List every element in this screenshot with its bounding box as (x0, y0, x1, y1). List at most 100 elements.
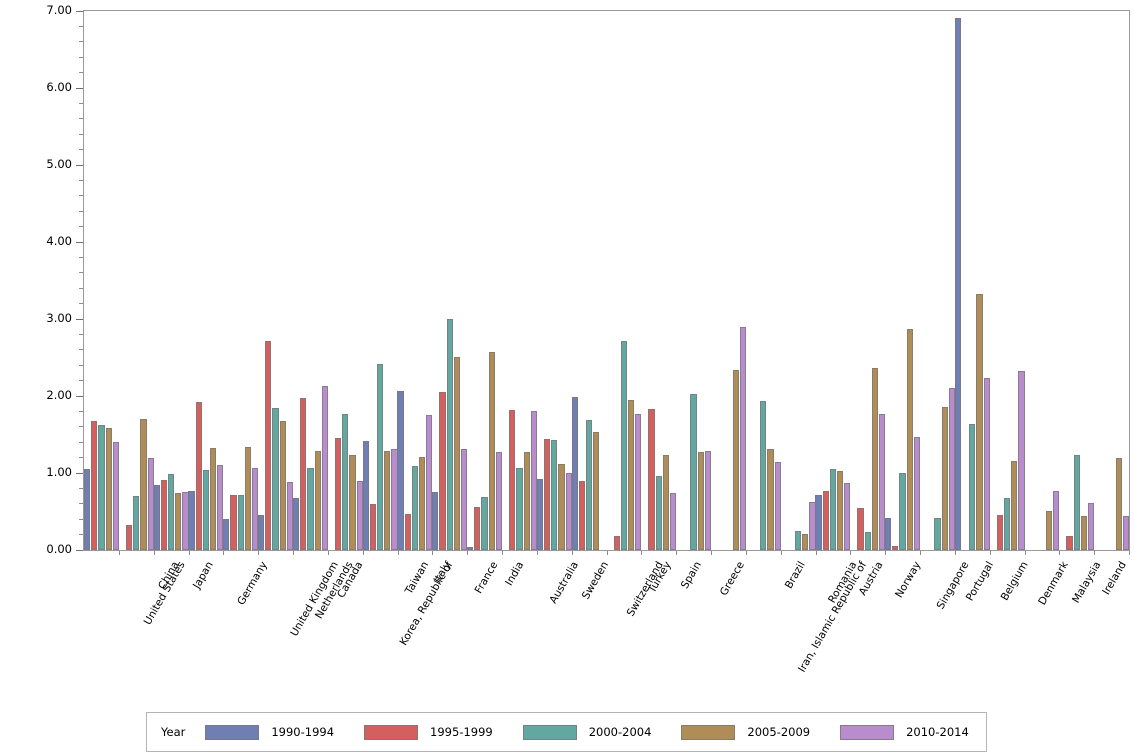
x-axis-tick (954, 551, 956, 555)
x-axis-tick (606, 551, 608, 555)
y-tick-label: 5.00 (46, 157, 72, 171)
bar (369, 503, 376, 550)
y-tick-mark (76, 87, 83, 89)
y-minor-tick-mark (79, 426, 83, 428)
y-minor-tick-mark (79, 534, 83, 536)
bar (1115, 457, 1122, 550)
x-axis-tick (885, 551, 887, 555)
bar (704, 450, 712, 550)
x-axis-label: Singapore (934, 559, 972, 612)
legend-swatch (205, 724, 260, 740)
bar (802, 533, 809, 550)
y-minor-tick-mark (79, 380, 83, 382)
y-minor-tick-mark (79, 149, 83, 151)
y-tick-label: 7.00 (46, 3, 72, 17)
bar (760, 400, 767, 550)
bar (125, 524, 133, 550)
bar (105, 428, 112, 550)
y-minor-tick-mark (79, 41, 83, 43)
bar (934, 518, 941, 550)
bar (453, 356, 461, 550)
bar (809, 502, 816, 550)
y-tick-label: 2.00 (46, 388, 72, 402)
bar (1046, 510, 1053, 550)
bar (662, 454, 670, 550)
bar (252, 468, 259, 550)
bar (356, 481, 363, 550)
x-axis-label: Japan (190, 559, 216, 591)
y-minor-tick-mark (79, 364, 83, 366)
y-minor-tick-mark (79, 333, 83, 335)
bar (565, 473, 572, 550)
y-tick-label: 3.00 (46, 311, 72, 325)
bars-layer (83, 11, 1130, 550)
bar (91, 421, 98, 550)
y-tick-mark (76, 395, 83, 397)
legend-entry[interactable]: 2010-2014 (840, 724, 969, 740)
bar (292, 498, 300, 550)
bar (774, 462, 781, 550)
bar (426, 415, 433, 550)
bar (551, 439, 558, 550)
bar (362, 441, 369, 550)
x-axis-tick (397, 551, 399, 555)
bar (175, 493, 182, 550)
x-axis-label: Brazil (783, 559, 809, 591)
bar (286, 482, 294, 550)
bar (794, 530, 802, 550)
bar (495, 452, 503, 550)
legend-label: 2005-2009 (747, 725, 811, 739)
legend-entry[interactable]: 1990-1994 (205, 724, 334, 740)
x-axis-tick (327, 551, 329, 555)
bar (578, 480, 585, 550)
x-axis-tick (711, 551, 712, 555)
x-axis-tick (502, 551, 503, 555)
bar (1011, 461, 1018, 550)
legend-label: 2000-2004 (588, 725, 652, 739)
y-minor-tick-mark (79, 410, 83, 412)
bar (543, 439, 551, 550)
x-axis-label: Iran, Islamic Republic of (796, 559, 870, 675)
bar (1080, 516, 1088, 550)
bar (954, 17, 961, 550)
x-axis-tick (536, 551, 538, 555)
y-minor-tick-mark (79, 441, 83, 443)
x-axis-label: France (472, 559, 501, 596)
legend-swatch (522, 724, 577, 740)
legend-swatch (840, 724, 895, 740)
bar (467, 546, 474, 550)
bar (1018, 370, 1025, 550)
bar (404, 513, 411, 550)
x-axis-tick (989, 551, 991, 555)
bar (941, 406, 948, 550)
y-minor-tick-mark (79, 72, 83, 74)
bar (585, 419, 593, 550)
x-axis-label: Denmark (1036, 559, 1071, 608)
x-axis-label: Belgium (998, 559, 1031, 603)
bar (536, 479, 543, 550)
bar (98, 424, 105, 550)
bar (857, 507, 864, 550)
y-tick-mark (76, 10, 83, 12)
bar (140, 419, 147, 550)
bar (349, 454, 356, 550)
bar (530, 411, 537, 550)
x-axis-tick (815, 551, 817, 555)
y-minor-tick-mark (79, 210, 83, 212)
legend-entry[interactable]: 2005-2009 (681, 724, 811, 740)
bar (983, 378, 990, 550)
bar (844, 483, 851, 550)
x-axis-label: Germany (235, 559, 270, 608)
bar (613, 536, 620, 550)
bar (767, 449, 774, 550)
legend-label: 1995-1999 (430, 725, 493, 739)
x-axis-tick (780, 551, 782, 555)
bar (906, 329, 913, 550)
bar (879, 414, 886, 550)
bar (648, 409, 655, 550)
bar (864, 532, 871, 550)
bar (509, 409, 516, 550)
legend-entry[interactable]: 2000-2004 (522, 724, 652, 740)
bar (432, 492, 439, 550)
legend-entry[interactable]: 1995-1999 (364, 724, 493, 740)
